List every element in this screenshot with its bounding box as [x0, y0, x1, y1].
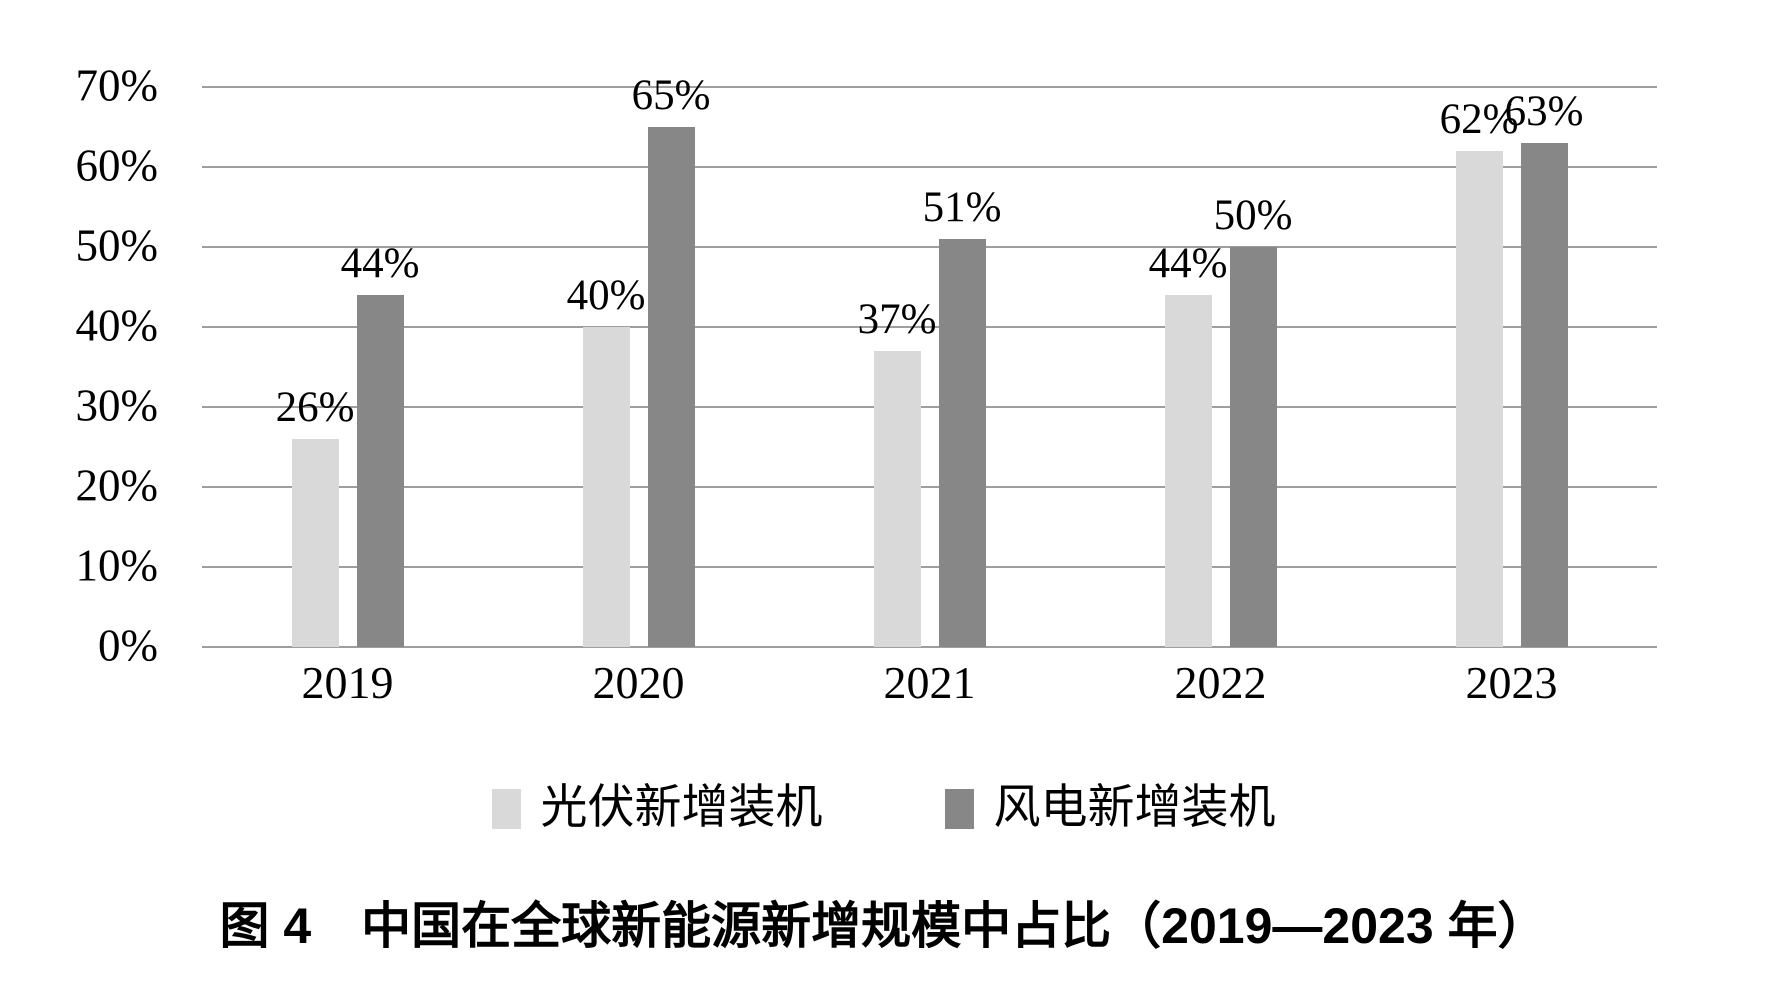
gridline-50 [202, 246, 1657, 248]
pv-bar-2023: 62% [1440, 98, 1518, 647]
gridline-30 [202, 406, 1657, 408]
bar-group-2021: 37% 51% [784, 87, 1075, 647]
bar-group-2023: 62% 63% [1366, 87, 1657, 647]
bar-group-2022: 44% 50% [1075, 87, 1366, 647]
legend: 光伏新增装机 风电新增装机 [0, 785, 1767, 832]
gridline-40 [202, 326, 1657, 328]
plot-area: 0% 10% 20% 30% 40% 50% 60% 70% 26% 44% 40% 65% 37% 51… [76, 63, 1657, 668]
y-axis-tick-label: 50% [75, 220, 159, 271]
wind-bar-value-label: 50% [1213, 192, 1293, 239]
wind-legend-label: 风电新增装机 [993, 782, 1276, 834]
y-axis-tick-label: 40% [75, 300, 159, 351]
wind-bar-2021: 51% [923, 186, 1001, 647]
pv-legend-swatch [491, 788, 521, 829]
wind-bar-2019: 44% [341, 242, 419, 647]
y-axis-tick-label: 60% [75, 140, 159, 191]
wind-bar-2023: 63% [1505, 90, 1583, 647]
pv-bar-value-label: 37% [857, 296, 937, 343]
x-axis-tick-label-2023: 2023 [1465, 657, 1558, 708]
wind-bar-value-label: 44% [340, 240, 420, 287]
bars-layer: 26% 44% 40% 65% 37% 51% 44% 50% 62% 63% [202, 74, 1657, 647]
wind-bar-value-label: 51% [922, 184, 1002, 231]
pv-bar-value-label: 62% [1439, 96, 1519, 143]
x-axis-tick-label-2021: 2021 [883, 657, 976, 708]
gridline-20 [202, 486, 1657, 488]
figure-caption: 图 4 中国在全球新能源新增规模中占比（2019—2023 年） [219, 898, 1548, 954]
pv-bar-value-label: 44% [1148, 240, 1228, 287]
pv-bar-2021: 37% [858, 298, 936, 647]
pv-bar-value-label: 40% [566, 272, 646, 319]
pv-bar-2020: 40% [567, 274, 645, 647]
bar-group-2019: 26% 44% [202, 87, 493, 647]
legend-item-pv: 光伏新增装机 [491, 782, 823, 834]
x-axis-tick-label-2022: 2022 [1174, 657, 1267, 708]
pv-bar-value-label: 26% [275, 384, 355, 431]
y-axis-tick-label: 10% [75, 540, 159, 591]
wind-bar-2020: 65% [632, 74, 710, 647]
wind-bar-2022: 50% [1214, 194, 1292, 647]
x-axis-tick-label-2020: 2020 [592, 657, 685, 708]
y-axis-tick-label: 30% [75, 380, 159, 431]
gridline-60 [202, 166, 1657, 168]
x-axis-tick-label-2019: 2019 [301, 657, 394, 708]
wind-bar-value-label: 65% [631, 72, 711, 119]
y-axis-tick-label: 70% [75, 60, 159, 111]
pv-bar-2022: 44% [1149, 242, 1227, 647]
wind-legend-swatch [944, 788, 974, 829]
wind-bar-value-label: 63% [1504, 88, 1584, 135]
gridline-0 [202, 646, 1657, 648]
x-axis: 2019 2020 2021 2022 2023 [202, 660, 1657, 706]
legend-item-wind: 风电新增装机 [944, 782, 1276, 834]
gridline-10 [202, 566, 1657, 568]
y-axis-tick-label: 0% [98, 620, 158, 671]
gridline-70 [202, 86, 1657, 88]
y-axis-tick-label: 20% [75, 460, 159, 511]
pv-legend-label: 光伏新增装机 [540, 782, 823, 834]
pv-bar-2019: 26% [276, 386, 354, 647]
bar-group-2020: 40% 65% [493, 74, 784, 647]
